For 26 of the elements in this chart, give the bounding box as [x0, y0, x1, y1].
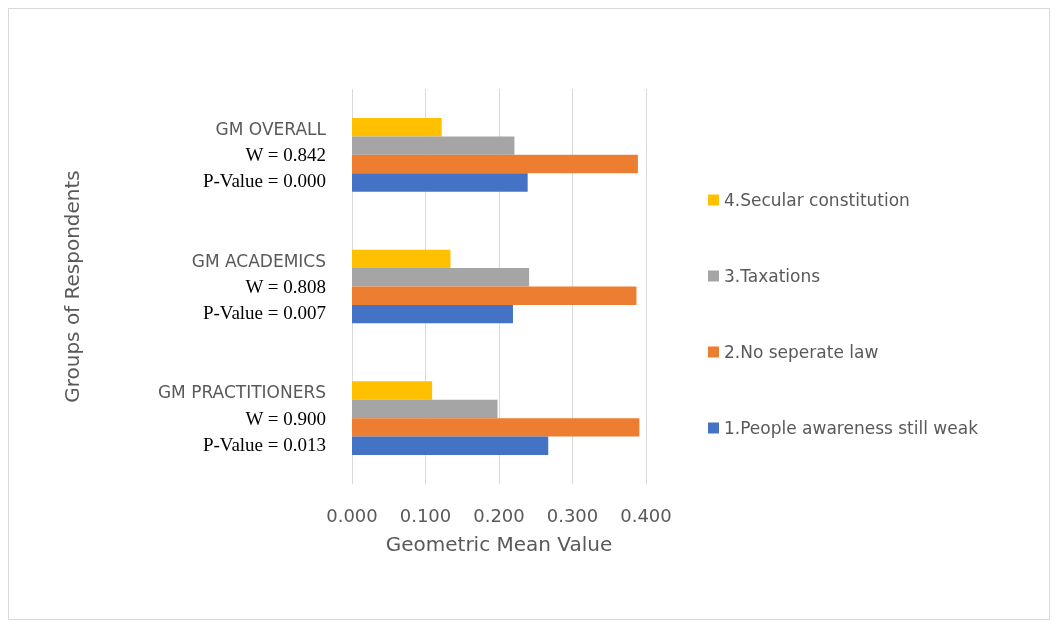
legend-label: 1.People awareness still weak — [724, 418, 979, 438]
bar — [352, 304, 513, 324]
x-tick-label: 0.000 — [326, 504, 378, 526]
bar — [352, 418, 640, 437]
bar — [352, 249, 451, 269]
bar — [352, 381, 433, 400]
y-axis-title: Groups of Respondents — [60, 170, 84, 403]
bar — [352, 136, 515, 155]
legend-label: 2.No seperate law — [724, 342, 879, 362]
bar — [352, 173, 528, 192]
bar — [352, 286, 637, 305]
y-tick-label: GM OVERALL W = 0.842 P-Value = 0.000 — [202, 118, 327, 192]
x-tick-label: 0.100 — [399, 504, 452, 526]
bar — [352, 399, 498, 419]
bar — [352, 117, 442, 137]
y-tick-label: GM ACADEMICS W = 0.808 P-Value = 0.007 — [191, 250, 326, 323]
y-tick-label: GM PRACTITIONERS W = 0.900 P-Value = 0.013 — [157, 382, 326, 455]
bar — [352, 436, 549, 456]
legend-label: 3.Taxations — [724, 266, 821, 286]
x-axis-title: Geometric Mean Value — [385, 532, 613, 556]
bar — [352, 268, 530, 287]
x-tick-label: 0.200 — [473, 504, 525, 526]
bar — [352, 154, 638, 174]
legend-label: 4.Secular constitution — [724, 190, 910, 210]
x-tick-label: 0.400 — [620, 504, 672, 526]
x-tick-label: 0.300 — [546, 504, 599, 526]
